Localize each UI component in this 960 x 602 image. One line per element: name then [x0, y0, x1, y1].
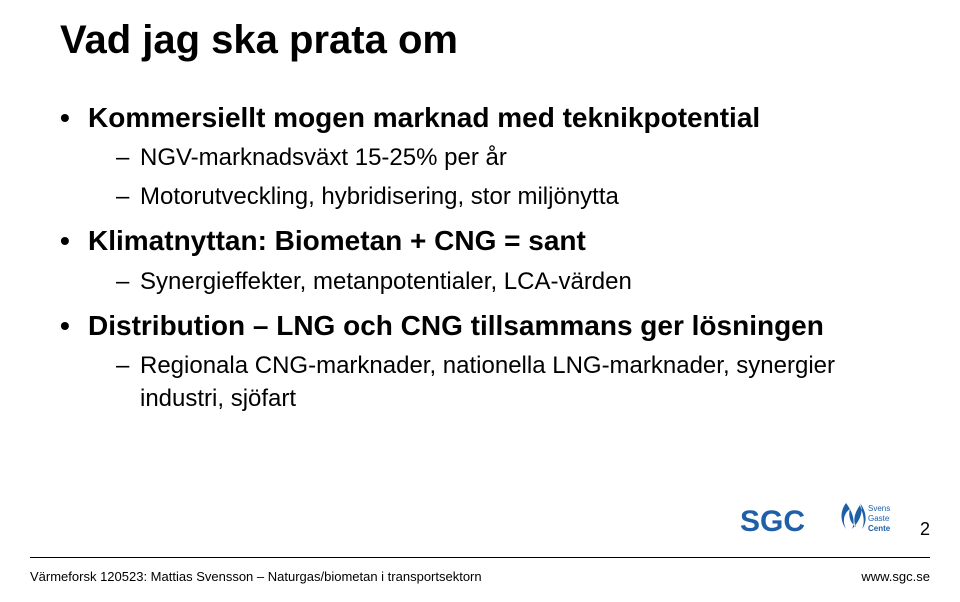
footer-left: Värmeforsk 120523: Mattias Svensson – Na…	[30, 569, 482, 584]
sub-bullet-text: Synergieffekter, metanpotentialer, LCA-v…	[140, 268, 632, 295]
sub-bullet-item: Regionala CNG-marknader, nationella LNG-…	[88, 350, 910, 415]
bullet-text: Kommersiellt mogen marknad med teknikpot…	[88, 102, 760, 133]
bullet-item: Distribution – LNG och CNG tillsammans g…	[60, 308, 910, 415]
sub-bullet-text: NGV-marknadsväxt 15-25% per år	[140, 144, 507, 171]
sub-bullet-item: Synergieffekter, metanpotentialer, LCA-v…	[88, 266, 910, 298]
bullet-text: Klimatnyttan: Biometan + CNG = sant	[88, 225, 586, 256]
slide-content: Kommersiellt mogen marknad med teknikpot…	[60, 100, 910, 425]
sgc-logo: SGC Svenskt Gastekniskt Center AB	[740, 499, 890, 548]
logo-side-2: Gastekniskt	[868, 514, 890, 523]
bullet-item: Klimatnyttan: Biometan + CNG = sant Syne…	[60, 223, 910, 298]
sub-bullet-item: NGV-marknadsväxt 15-25% per år	[88, 142, 910, 174]
page-number: 2	[920, 519, 930, 540]
slide-title: Vad jag ska prata om	[60, 18, 458, 63]
sub-bullet-item: Motorutveckling, hybridisering, stor mil…	[88, 181, 910, 213]
logo-sgc-text: SGC	[740, 505, 805, 538]
logo-side-3: Center AB	[868, 524, 890, 533]
bullet-item: Kommersiellt mogen marknad med teknikpot…	[60, 100, 910, 213]
footer-divider	[30, 557, 930, 558]
footer-right: www.sgc.se	[861, 569, 930, 584]
sub-bullet-text: Regionala CNG-marknader, nationella LNG-…	[140, 352, 835, 411]
sub-bullet-text: Motorutveckling, hybridisering, stor mil…	[140, 183, 619, 210]
logo-side-1: Svenskt	[868, 504, 890, 513]
bullet-text: Distribution – LNG och CNG tillsammans g…	[88, 310, 824, 341]
